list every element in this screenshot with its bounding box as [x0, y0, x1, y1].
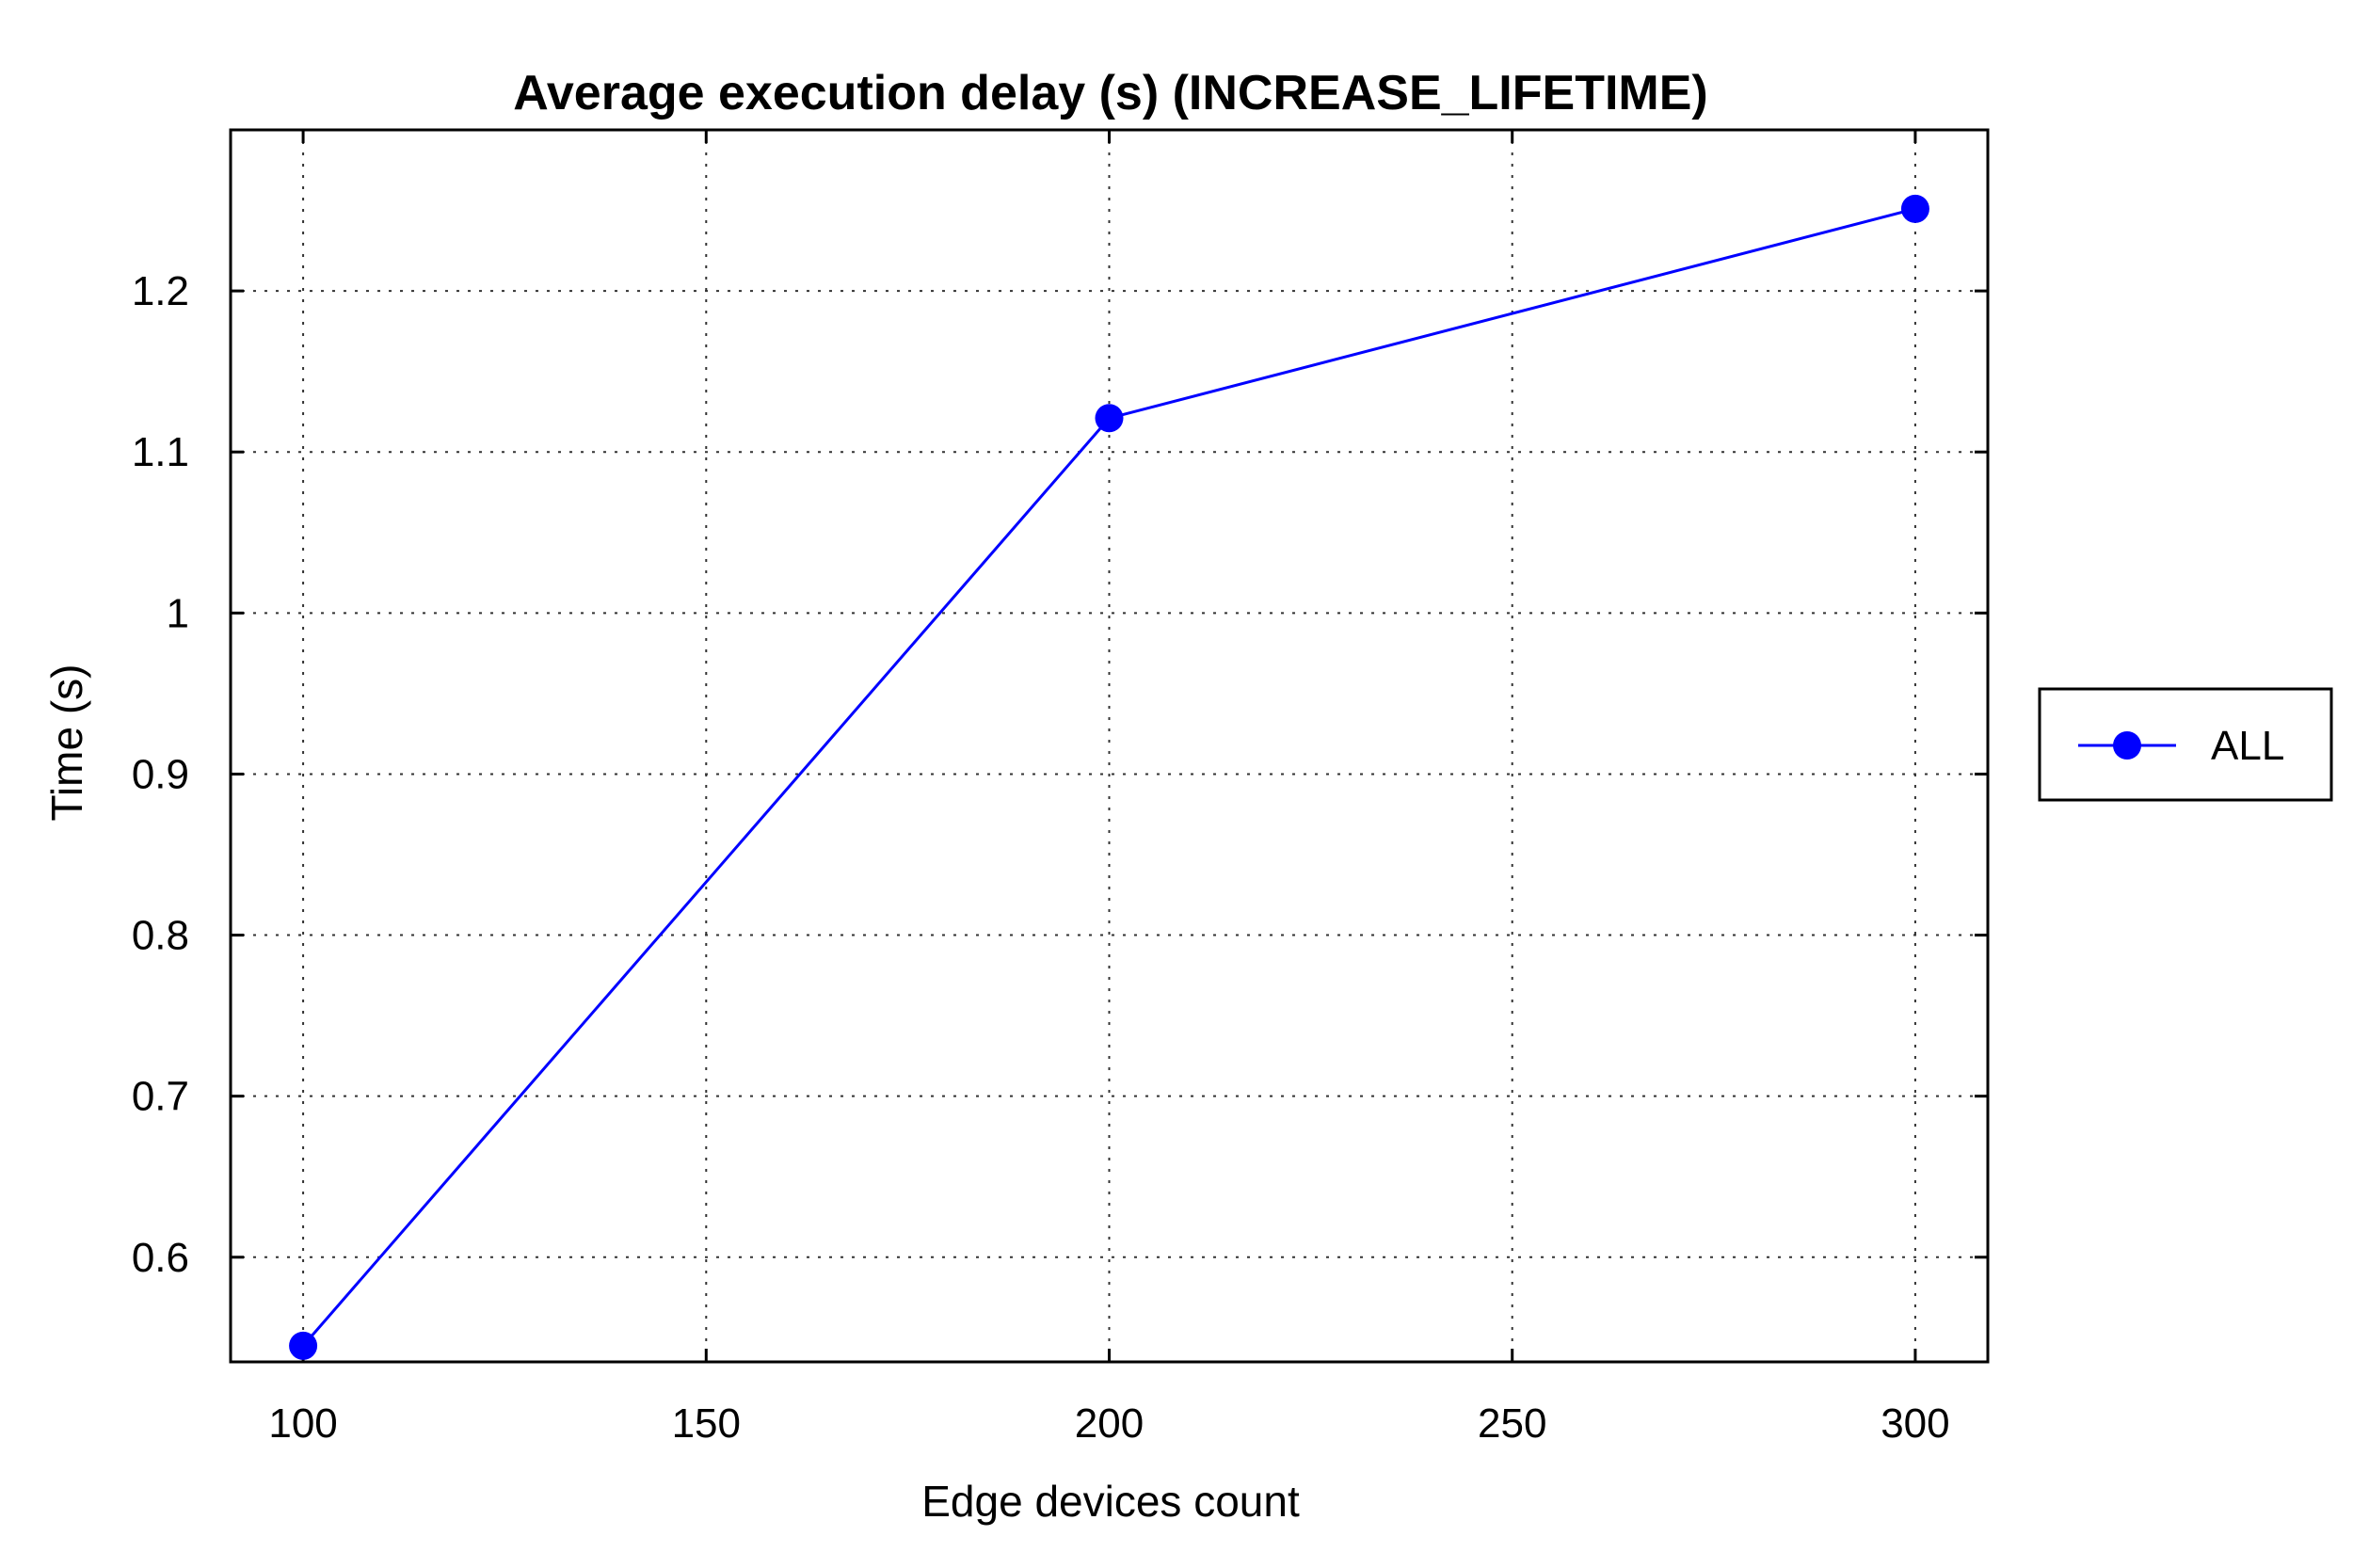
series-group	[289, 194, 1929, 1360]
legend-label-all: ALL	[2211, 723, 2284, 769]
data-point	[289, 1331, 318, 1360]
axis-ticks	[231, 130, 1988, 1362]
y-tick-label: 0.9	[132, 751, 189, 797]
legend-marker-all	[2113, 731, 2141, 760]
grid	[231, 130, 1988, 1362]
chart-title: Average execution delay (s) (INCREASE_LI…	[513, 66, 1707, 120]
x-tick-label: 100	[268, 1400, 337, 1447]
y-tick-label: 1.2	[132, 268, 189, 314]
y-tick-label: 0.6	[132, 1235, 189, 1281]
x-tick-label: 300	[1881, 1400, 1949, 1447]
y-axis-label: Time (s)	[42, 664, 91, 822]
y-tick-label: 1.1	[132, 429, 189, 475]
x-tick-label: 150	[672, 1400, 741, 1447]
y-tick-label: 1	[167, 590, 189, 636]
x-tick-label: 200	[1075, 1400, 1144, 1447]
plot-frame	[229, 128, 1990, 1364]
y-tick-label: 0.8	[132, 913, 189, 959]
data-point	[1095, 404, 1124, 433]
x-tick-label: 250	[1478, 1400, 1546, 1447]
data-point	[1900, 194, 1929, 223]
y-tick-label: 0.7	[132, 1074, 189, 1120]
legend: ALL	[2038, 687, 2333, 802]
x-axis-label: Edge devices count	[921, 1477, 1300, 1526]
tick-labels: 100 150 200 250 300 0.6 0.7 0.8 0.9 1 1.1 1.2	[132, 268, 1950, 1447]
